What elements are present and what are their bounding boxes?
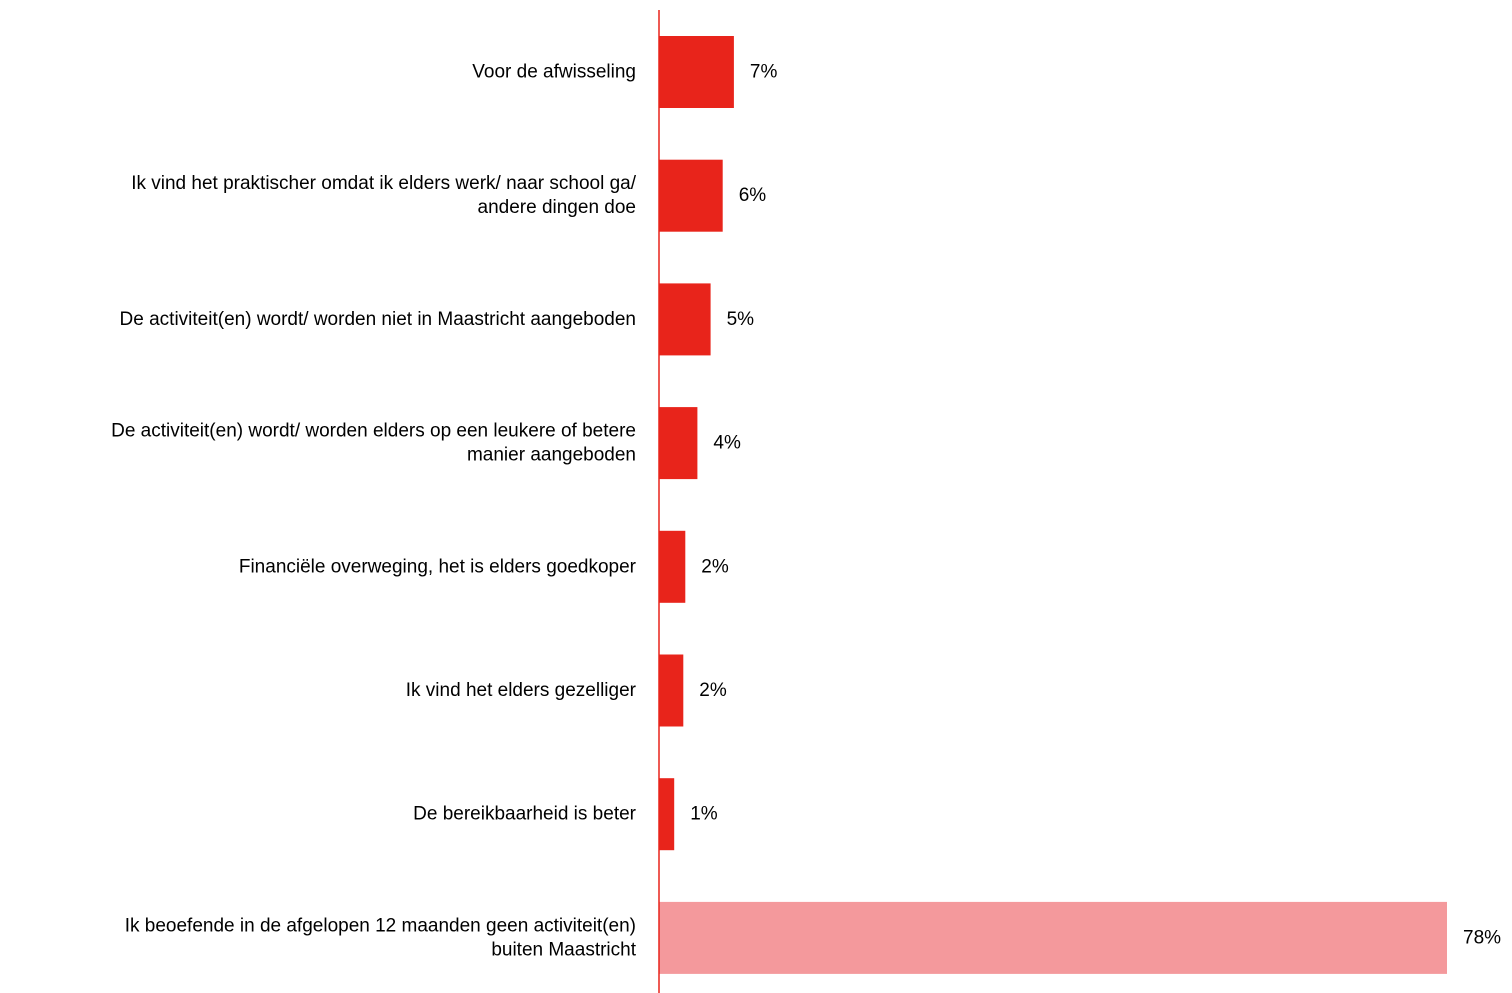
value-label-6: 2% <box>699 680 727 701</box>
category-label-line: Ik beoefende in de afgelopen 12 maanden … <box>125 915 636 936</box>
category-label-6: Ik vind het elders gezelliger <box>406 680 637 701</box>
category-label-line: andere dingen doe <box>478 197 636 218</box>
category-label-line: manier aangeboden <box>467 445 636 466</box>
category-label-5: Financiële overweging, het is elders goe… <box>239 556 637 577</box>
value-label-7: 1% <box>690 804 718 825</box>
category-labels-group: Voor de afwisseling Ik vind het praktisch… <box>111 62 637 961</box>
category-label-8: Ik beoefende in de afgelopen 12 maanden … <box>125 915 637 960</box>
value-label-4: 4% <box>713 433 741 454</box>
bar-7 <box>659 778 675 851</box>
value-labels-group: 7% 6% 5% 4% 2% 2% 1% 78% <box>690 62 1501 949</box>
category-label-line: Ik vind het elders gezelliger <box>406 680 637 701</box>
bar-8 <box>659 901 1447 974</box>
bars-group <box>659 36 1447 974</box>
bar-3 <box>659 283 711 356</box>
value-label-3: 5% <box>727 309 755 330</box>
category-label-1: Voor de afwisseling <box>472 62 636 83</box>
value-label-8: 78% <box>1463 927 1501 948</box>
category-label-line: De bereikbaarheid is beter <box>413 804 637 825</box>
value-label-5: 2% <box>701 556 729 577</box>
category-label-line: buiten Maastricht <box>491 939 636 960</box>
category-label-line: Financiële overweging, het is elders goe… <box>239 556 637 577</box>
category-label-line: Ik vind het praktischer omdat ik elders … <box>131 173 637 194</box>
bar-5 <box>659 530 686 603</box>
bar-2 <box>659 159 723 232</box>
category-label-line: De activiteit(en) wordt/ worden elders o… <box>111 421 636 442</box>
bar-1 <box>659 36 734 108</box>
category-label-7: De bereikbaarheid is beter <box>413 804 637 825</box>
value-label-1: 7% <box>750 62 778 83</box>
bar-6 <box>659 654 684 727</box>
category-label-3: De activiteit(en) wordt/ worden niet in … <box>120 309 636 330</box>
category-label-line: Voor de afwisseling <box>472 62 636 83</box>
bar-4 <box>659 407 698 480</box>
category-label-2: Ik vind het praktischer omdat ik elders … <box>131 173 637 218</box>
category-label-line: De activiteit(en) wordt/ worden niet in … <box>120 309 636 330</box>
category-label-4: De activiteit(en) wordt/ worden elders o… <box>111 421 636 466</box>
value-label-2: 6% <box>739 185 767 206</box>
